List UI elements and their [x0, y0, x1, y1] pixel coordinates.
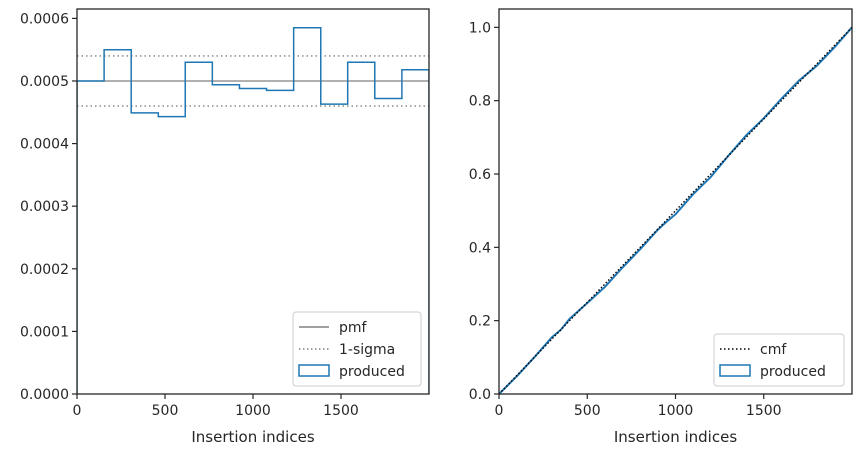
- y-tick-label: 0.0006: [20, 11, 69, 27]
- y-tick-label: 0.0004: [20, 137, 69, 153]
- legend-handle-patch: [719, 364, 751, 377]
- y-tick-label: 0.2: [469, 314, 491, 330]
- y-tick-label: 0.0001: [20, 324, 69, 340]
- y-tick-label: 0.0: [469, 387, 491, 403]
- x-tick-label: 500: [152, 403, 179, 419]
- y-tick-label: 0.0003: [20, 199, 69, 215]
- plot-area: [499, 26, 852, 394]
- y-tick-label: 0.8: [469, 94, 491, 110]
- x-tick-label: 1500: [746, 403, 782, 419]
- plot-area: [77, 27, 429, 394]
- y-tick-label: 0.6: [469, 167, 491, 183]
- x-tick-label: 1500: [323, 403, 359, 419]
- legend-box: [292, 311, 422, 387]
- y-tick-label: 0.0005: [20, 74, 69, 90]
- x-tick-label: 0: [73, 403, 82, 419]
- y-tick-label: 0.4: [469, 240, 491, 256]
- legend: pmf 1-sigma produced: [292, 311, 422, 387]
- chart-panel-1: 0 500 1000 1500 0.0000 0.0001 0.0002 0.0003 0.00…: [20, 8, 430, 446]
- legend-label: produced: [339, 364, 405, 380]
- y-tick-label: 0.0002: [20, 262, 69, 278]
- legend-label: cmf: [760, 342, 787, 358]
- legend-label: pmf: [339, 320, 368, 336]
- x-tick-label: 500: [574, 403, 601, 419]
- legend-label: produced: [760, 364, 826, 380]
- x-axis-label: Insertion indices: [614, 428, 737, 446]
- legend-label: 1-sigma: [339, 342, 395, 358]
- legend-handle-patch: [298, 364, 330, 377]
- y-tick-label: 0.0000: [20, 387, 69, 403]
- produced-histogram: [77, 27, 429, 394]
- x-tick-label: 1000: [235, 403, 271, 419]
- x-tick-label: 0: [495, 403, 504, 419]
- legend: cmf produced: [713, 333, 845, 387]
- x-tick-label: 1000: [658, 403, 694, 419]
- y-tick-label: 1.0: [469, 20, 491, 36]
- chart-panel-2: 0 500 1000 1500 0.0 0.2 0.4 0.6 0.8 1.0 Insertion …: [469, 8, 853, 446]
- legend-box: [713, 333, 845, 387]
- x-axis-label: Insertion indices: [191, 428, 314, 446]
- cmf-line: [499, 26, 852, 394]
